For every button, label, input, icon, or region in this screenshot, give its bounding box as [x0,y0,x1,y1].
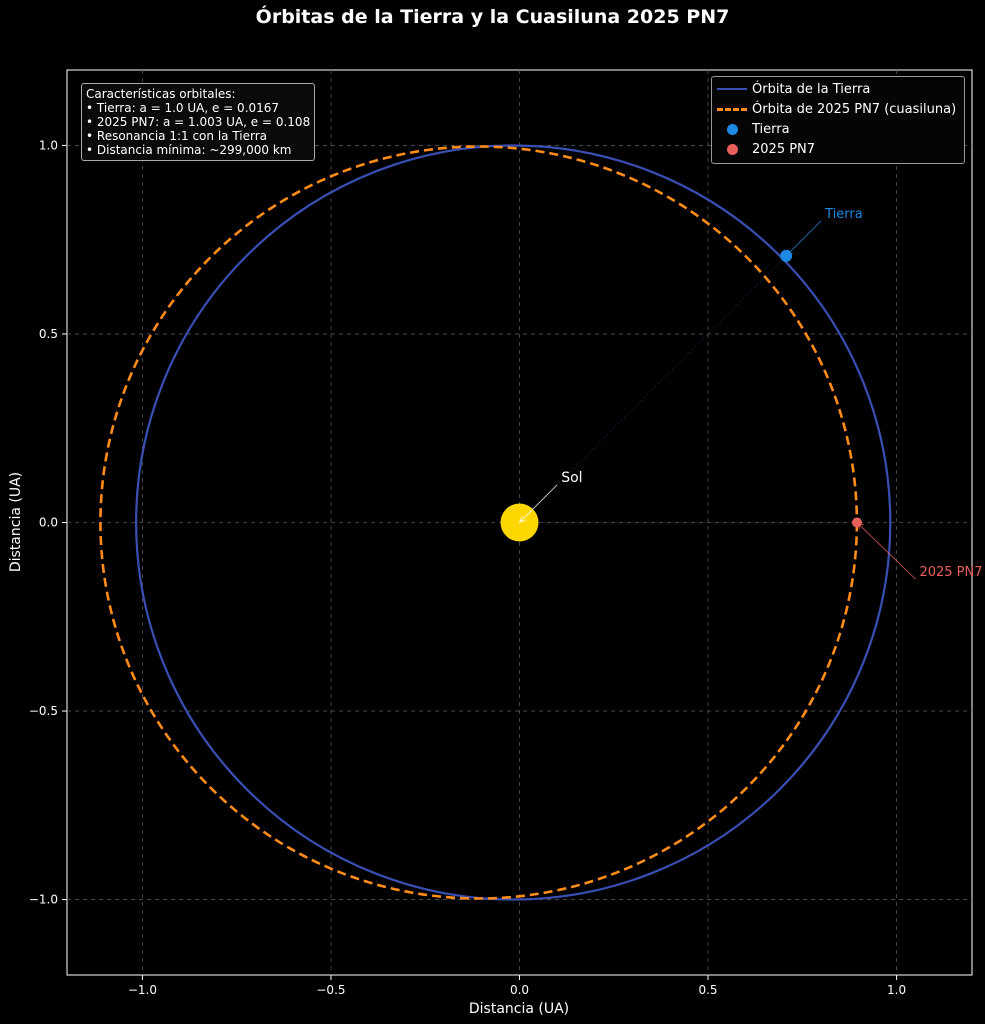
axis-ticks: −1.0 −0.5 0.0 0.5 1.0 −1.0 −0.5 0.0 0.5 1.0 [29,138,906,997]
annotation-arrowhead [785,249,793,257]
legend-label: Órbita de 2025 PN7 (cuasiluna) [752,101,957,117]
y-tick-label: −0.5 [29,704,58,718]
y-tick-label: 0.5 [39,327,58,341]
legend-label: Tierra [752,121,790,137]
x-tick-label: 0.5 [698,983,717,997]
annotation-label: Tierra [824,207,863,222]
legend-item-pn7: 2025 PN7 [712,139,964,159]
legend: Órbita de la Tierra Órbita de 2025 PN7 (… [711,76,965,164]
x-tick-label: 0.0 [510,983,529,997]
annotation-arrowhead [518,515,527,524]
info-line: • 2025 PN7: a = 1.003 UA, e = 0.108 [86,115,311,129]
x-tick-label: −0.5 [316,983,345,997]
info-line: Características orbitales: [86,87,236,101]
legend-label: Órbita de la Tierra [752,81,871,97]
y-tick-label: −1.0 [29,893,58,907]
x-axis-label: Distancia (UA) [469,1001,569,1017]
legend-dot-icon [726,123,738,135]
legend-solid-line-icon [717,88,747,90]
annotation-arrow [519,484,558,523]
earth-orbit-path [135,144,892,901]
annotation-label: Sol [561,470,582,486]
x-tick-label: 1.0 [887,983,906,997]
annotation-arrow [856,522,916,580]
x-tick-label: −1.0 [128,983,157,997]
legend-item-earth: Tierra [712,119,964,139]
legend-label: 2025 PN7 [752,141,816,157]
y-axis-label: Distancia (UA) [8,472,24,572]
orbital-info-box: Características orbitales: • Tierra: a = … [81,83,316,161]
annotation-arrowhead [856,521,864,530]
legend-dashed-line-icon [717,107,747,111]
y-tick-label: 0.0 [39,516,58,530]
y-tick-label: 1.0 [39,138,58,152]
info-line: • Resonancia 1:1 con la Tierra [86,129,268,143]
annotations: Sol Tierra 2025 PN7 [518,207,983,580]
info-line: • Distancia mínima: ~299,000 km [86,143,292,157]
legend-item-earth-orbit: Órbita de la Tierra [712,79,964,99]
chart-title: Órbitas de la Tierra y la Cuasiluna 2025… [255,6,730,28]
info-line: • Tierra: a = 1.0 UA, e = 0.0167 [86,101,280,115]
sun-link-line [519,255,787,523]
legend-item-pn7-orbit: Órbita de 2025 PN7 (cuasiluna) [712,99,964,119]
annotation-arrow [785,220,822,257]
legend-dot-icon [726,143,738,155]
annotation-label: 2025 PN7 [919,565,982,580]
